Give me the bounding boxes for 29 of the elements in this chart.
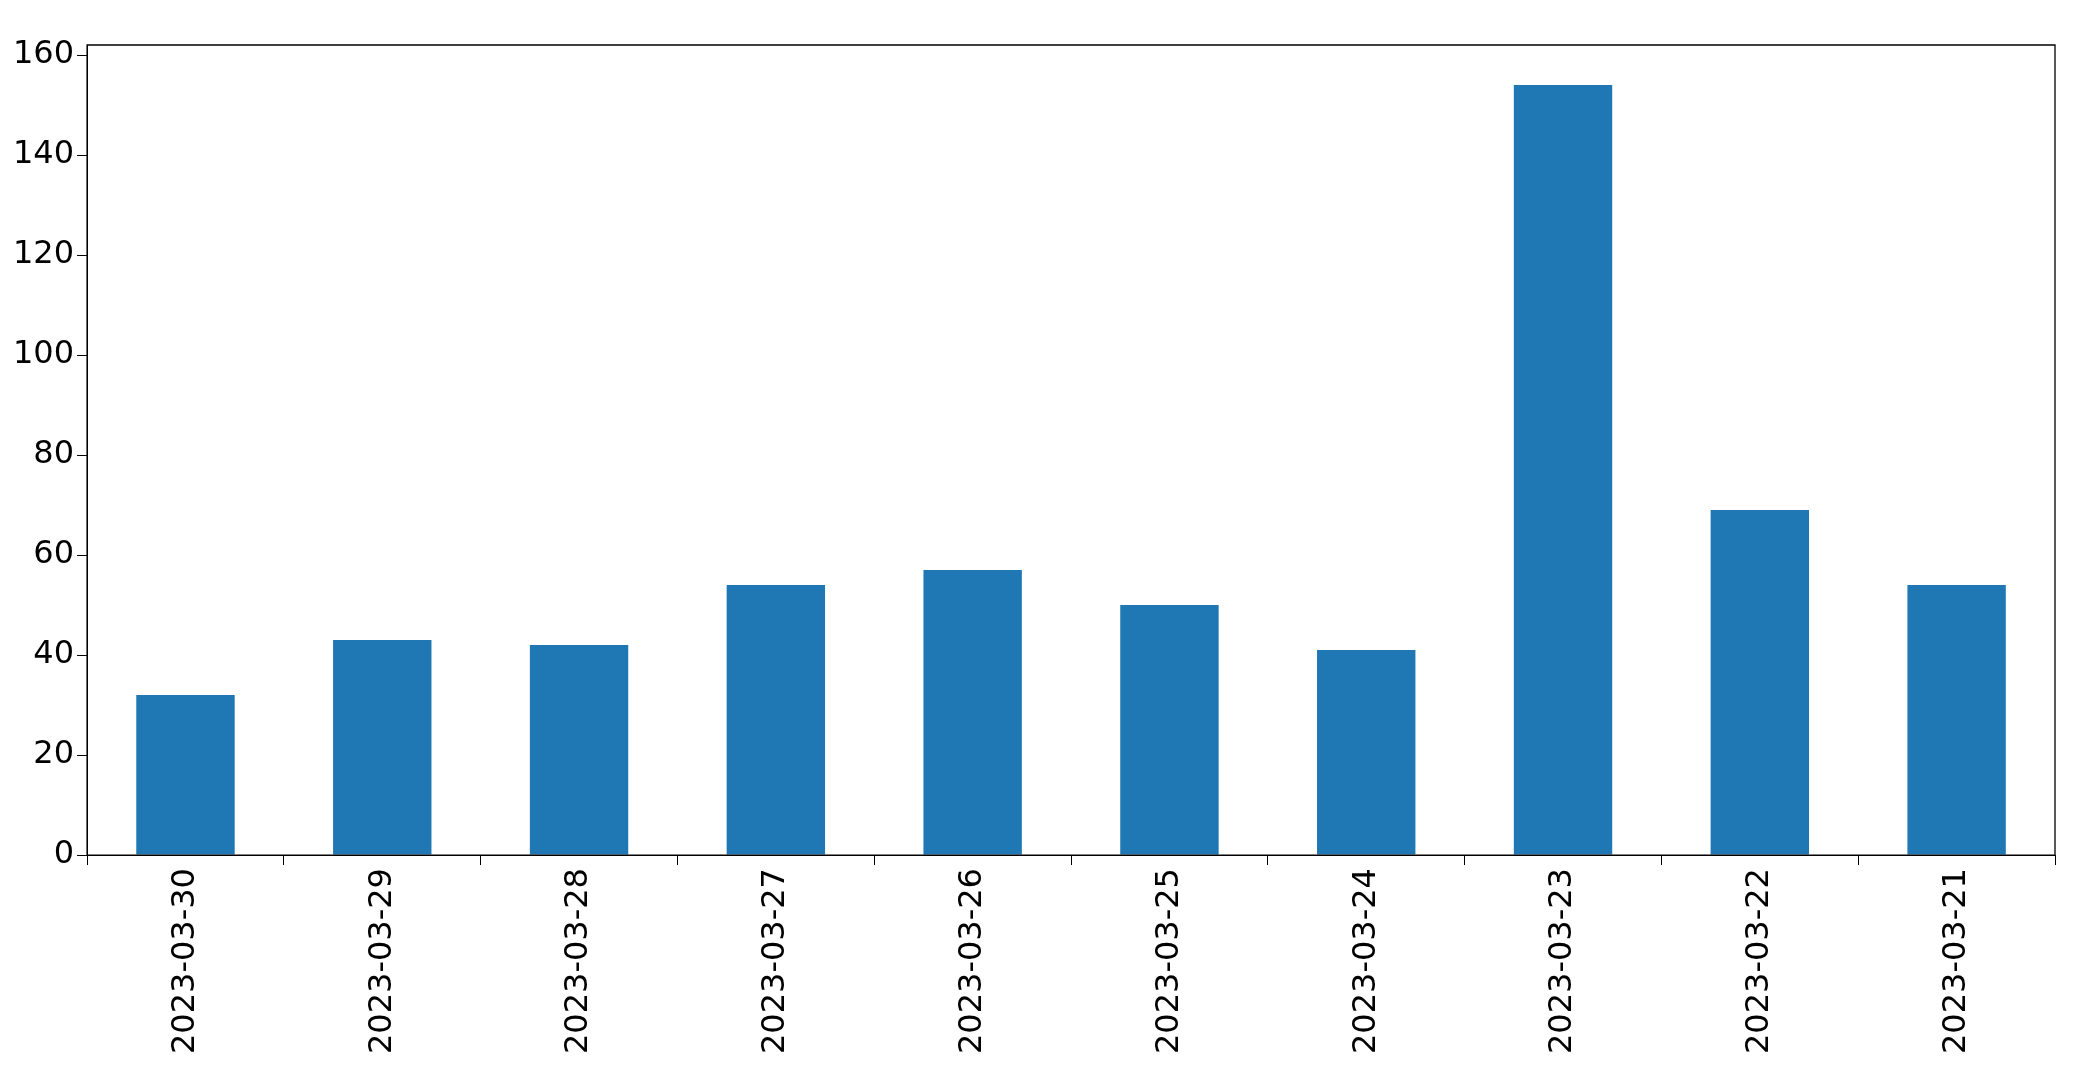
x-tick-label: 2023-03-22 [1738, 868, 1777, 1054]
y-tick-label: 0 [53, 833, 75, 872]
bar [726, 585, 826, 855]
y-tick-label: 120 [13, 233, 75, 272]
x-tick-label: 2023-03-30 [163, 868, 202, 1054]
x-tick-label: 2023-03-27 [754, 868, 793, 1054]
bar [1513, 85, 1613, 855]
bar [1710, 510, 1810, 855]
y-tick-label: 60 [33, 533, 75, 572]
y-tick-label: 80 [33, 433, 75, 472]
x-tick-label: 2023-03-26 [950, 868, 989, 1054]
x-tick-label: 2023-03-29 [360, 868, 399, 1054]
bar [136, 695, 235, 855]
x-tick-label: 2023-03-28 [557, 868, 596, 1054]
bar [1317, 650, 1416, 855]
x-tick-label: 2023-03-25 [1147, 868, 1186, 1054]
x-tick-label: 2023-03-24 [1344, 868, 1383, 1054]
bar [529, 645, 629, 855]
y-tick-label: 140 [13, 133, 75, 172]
bar [1120, 605, 1219, 855]
bar [923, 570, 1022, 855]
y-tick-label: 20 [33, 733, 75, 772]
x-tick-label: 2023-03-21 [1934, 868, 1973, 1054]
y-tick-label: 160 [13, 33, 75, 72]
bar [333, 640, 432, 855]
bar [1907, 585, 2006, 855]
y-tick-label: 40 [33, 633, 75, 672]
y-tick-label: 100 [13, 333, 75, 372]
x-tick-label: 2023-03-23 [1541, 868, 1580, 1054]
